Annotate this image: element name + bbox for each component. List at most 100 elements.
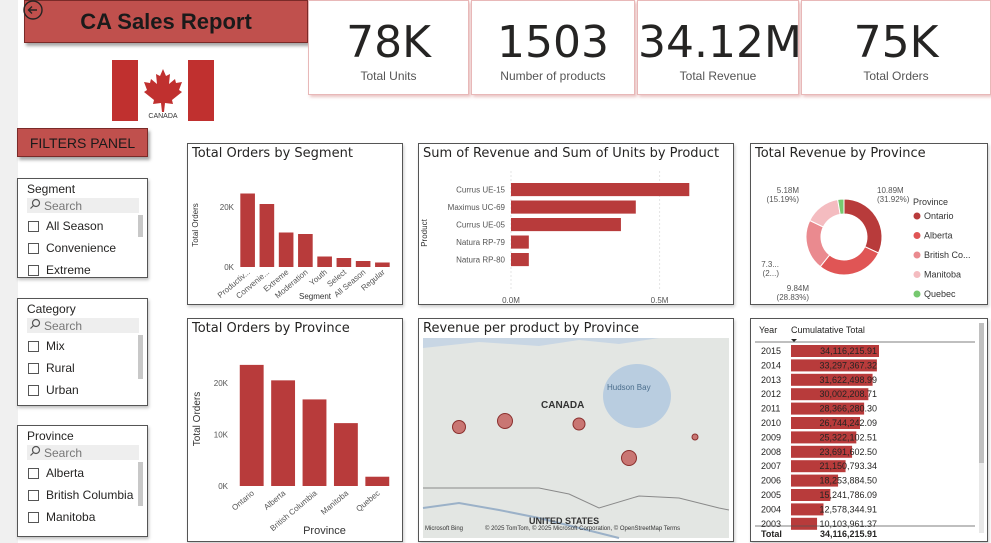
table-cell-year: 2007	[761, 461, 781, 471]
cumulative-table-grid[interactable]: Year Cumulatative Total 2015 34,116,215.91 2…	[751, 319, 987, 541]
table-cell-total: 10,103,961.37	[819, 519, 877, 529]
slicer-item-label: Rural	[46, 361, 75, 375]
slicer-item[interactable]: Alberta	[18, 462, 147, 484]
segment-bar	[298, 234, 313, 267]
province-bar	[239, 364, 264, 486]
y-tick-label: 0K	[218, 482, 228, 491]
slicer-segment: Segment Search All Season Convenience Ex…	[17, 178, 148, 278]
left-rail	[0, 0, 18, 543]
slicer-item[interactable]: Convenience	[18, 237, 147, 259]
checkbox[interactable]	[28, 467, 39, 479]
legend-marker	[913, 232, 921, 239]
kpi-value: 78K	[346, 17, 431, 68]
province-bar	[333, 423, 358, 486]
checkbox[interactable]	[28, 489, 39, 501]
table-databar	[791, 402, 865, 415]
slicer-item-label: British Columbia	[46, 488, 134, 502]
slicer-item[interactable]: Extreme	[18, 259, 147, 277]
map-bubble-ontario[interactable]	[621, 450, 637, 466]
map-bubble-british-columbia[interactable]	[452, 420, 466, 434]
table-cell-total: 33,297,367.32	[819, 360, 877, 370]
search-input[interactable]: Search	[27, 445, 139, 460]
checkbox[interactable]	[28, 362, 39, 374]
map-bubble-alberta[interactable]	[497, 413, 513, 429]
checkbox[interactable]	[28, 242, 39, 254]
flag-caption: CANADA	[148, 113, 178, 120]
table-cell-total: 30,002,208.71	[819, 389, 877, 399]
kpi-label: Total Revenue	[679, 69, 757, 83]
x-tick-label: Quebec	[354, 489, 381, 514]
checkbox[interactable]	[28, 384, 39, 396]
table-cell-total: 31,622,498.99	[819, 375, 877, 385]
slicer-item-label: All Season	[46, 219, 104, 233]
table-cell-year: 2004	[761, 504, 781, 514]
donut-slice	[843, 198, 883, 254]
canada-flag-logo: CANADA	[112, 60, 214, 121]
legend-label: Alberta	[924, 231, 953, 241]
table-total-label: Total	[761, 529, 782, 539]
slicer-item[interactable]: Urban	[18, 379, 147, 401]
map-country-label: CANADA	[541, 400, 584, 411]
donut-slice	[819, 246, 880, 276]
slicer-item-label: Manitoba	[46, 510, 96, 524]
hudson-bay-water	[603, 364, 671, 428]
table-header-total: Cumulatative Total	[791, 325, 865, 335]
donut-data-label: 10.89M	[877, 186, 904, 195]
y-tick-label: 20K	[214, 379, 229, 388]
product-bar	[511, 218, 621, 232]
segment-bar	[375, 262, 390, 267]
filters-panel-label: FILTERS PANEL	[29, 134, 136, 151]
table-databar	[791, 460, 846, 473]
slicer-item[interactable]: Mix	[18, 335, 147, 357]
x-tick-label: 0.5M	[651, 296, 669, 303]
table-scrollbar-thumb	[979, 323, 984, 463]
chart-revenue-by-province: Total Revenue by Province 10.89M (31.92%)…	[750, 143, 988, 305]
table-cell-year: 2008	[761, 447, 781, 457]
search-icon	[29, 198, 41, 213]
map-bay-label: Hudson Bay	[607, 383, 651, 392]
segment-bar	[317, 256, 332, 267]
table-databar	[791, 503, 824, 516]
table-databar	[791, 345, 879, 357]
product-bar	[511, 235, 529, 249]
slicer-item[interactable]: Rural	[18, 357, 147, 379]
table-databar	[791, 474, 839, 487]
slicer-item[interactable]: Manitoba	[18, 506, 147, 528]
kpi-value: 75K	[853, 17, 939, 68]
search-icon	[29, 445, 41, 460]
back-arrow-icon[interactable]	[22, 0, 44, 22]
report-title: CA Sales Report	[80, 8, 252, 34]
slicer-item[interactable]: All Season	[18, 215, 147, 237]
table-cell-total: 26,744,242.09	[819, 418, 877, 428]
search-placeholder: Search	[44, 318, 83, 333]
y-tick-label: 20K	[220, 203, 235, 212]
map-river	[422, 501, 620, 539]
slicer-item[interactable]: British Columbia	[18, 484, 147, 506]
checkbox[interactable]	[28, 220, 39, 232]
chart-title: Total Orders by Province	[192, 321, 350, 336]
chart-title: Total Revenue by Province	[755, 146, 926, 161]
map-bubble-manitoba[interactable]	[572, 417, 586, 431]
table-cell-total: 15,241,786.09	[819, 490, 877, 500]
kpi-label: Total Orders	[863, 69, 929, 83]
slicer-scrollbar[interactable]	[138, 215, 143, 237]
search-placeholder: Search	[44, 198, 83, 213]
checkbox[interactable]	[28, 340, 39, 352]
filters-panel-button[interactable]: FILTERS PANEL	[17, 128, 148, 157]
slicer-scrollbar[interactable]	[138, 462, 143, 506]
x-tick-label: Youth	[308, 268, 329, 288]
y-tick-label: Currus UE-05	[456, 221, 505, 230]
search-input[interactable]: Search	[27, 198, 139, 213]
table-cell-total: 12,578,344.91	[819, 504, 877, 514]
map-canvas[interactable]: CANADA UNITED STATES Hudson Bay Microsof…	[419, 338, 733, 540]
checkbox[interactable]	[28, 511, 39, 523]
slicer-scrollbar[interactable]	[138, 335, 143, 379]
province-bar	[271, 380, 296, 486]
search-input[interactable]: Search	[27, 318, 139, 333]
slicer-item-label: Convenience	[46, 241, 117, 255]
map-bubble-quebec[interactable]	[691, 433, 699, 441]
checkbox[interactable]	[28, 264, 39, 276]
donut-data-label-pct: (2...)	[763, 269, 780, 278]
table-cell-year: 2012	[761, 389, 781, 399]
